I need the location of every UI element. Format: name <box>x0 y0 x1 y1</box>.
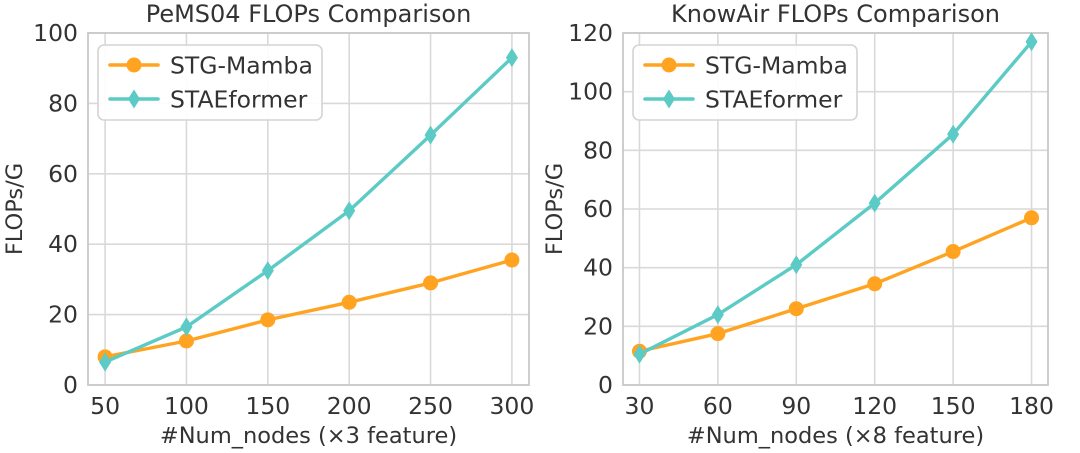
data-point-stg-mamba <box>1024 210 1040 226</box>
y-tick-label: 40 <box>48 230 78 258</box>
data-point-staeformer <box>180 317 193 337</box>
chart-title: KnowAir FLOPs Comparison <box>671 0 1000 28</box>
y-tick-label: 20 <box>48 301 78 329</box>
y-tick-label: 60 <box>583 195 613 223</box>
data-point-stg-mamba <box>423 275 439 291</box>
y-tick-label: 100 <box>568 78 613 106</box>
pems04-flops-chart: 50 100 150 200 250 300 0 20 40 60 80 100 PeMS04 FLOP… <box>2 0 534 449</box>
x-tick-label: 50 <box>90 392 120 420</box>
plot-border <box>622 32 1049 386</box>
data-point-staeformer <box>424 125 437 145</box>
data-point-staeformer <box>1025 32 1038 52</box>
x-tick-label: 90 <box>781 392 811 420</box>
x-tick-label: 300 <box>489 392 534 420</box>
data-point-stg-mamba <box>341 294 357 310</box>
series-line-staeformer <box>103 55 514 364</box>
data-point-staeformer <box>868 193 881 213</box>
chart-title: PeMS04 FLOPs Comparison <box>146 0 472 28</box>
legend-label-stg-mamba: STG-Mamba <box>705 52 848 80</box>
data-point-staeformer <box>711 305 724 325</box>
legend: STG-Mamba STAEformer <box>97 44 323 121</box>
data-point-staeformer <box>947 124 960 144</box>
legend-label-stg-mamba: STG-Mamba <box>170 52 313 80</box>
x-tick-label: 120 <box>852 392 897 420</box>
data-point-staeformer <box>790 255 803 275</box>
series-line-stg-mamba <box>637 216 1034 353</box>
data-point-staeformer <box>633 344 646 364</box>
x-tick-label: 30 <box>625 392 655 420</box>
legend-label-staeformer: STAEformer <box>170 86 308 114</box>
y-tick-label: 80 <box>48 89 78 117</box>
data-point-stg-mamba <box>260 312 276 328</box>
x-axis-label: #Num_nodes (×3 feature) <box>160 423 457 449</box>
x-tick-label: 150 <box>245 392 290 420</box>
y-tick-label: 120 <box>568 19 613 47</box>
data-point-stg-mamba <box>710 326 726 342</box>
y-tick-label: 40 <box>583 254 613 282</box>
data-point-staeformer <box>261 261 274 281</box>
y-axis-label: FLOPs/G <box>2 163 28 255</box>
data-point-stg-mamba <box>945 244 961 260</box>
data-point-staeformer <box>343 201 356 221</box>
y-tick-label: 100 <box>33 19 78 47</box>
x-tick-label: 100 <box>164 392 209 420</box>
legend-marker-stg-mamba <box>661 57 677 73</box>
y-axis-label: FLOPs/G <box>542 163 568 255</box>
legend: STG-Mamba STAEformer <box>632 44 858 121</box>
x-axis-label: #Num_nodes (×8 feature) <box>687 423 984 449</box>
knowair-flops-chart: 30 60 90 120 150 180 0 20 40 60 80 100 120 KnowAir FL… <box>540 0 1080 453</box>
knowair-flops-chart-svg: 30 60 90 120 150 180 0 20 40 60 80 100 120 KnowAir FL… <box>542 0 1054 449</box>
legend-marker-staeformer <box>128 89 140 109</box>
legend-marker-staeformer <box>663 89 675 109</box>
x-tick-label: 200 <box>327 392 372 420</box>
x-tick-label: 150 <box>931 392 976 420</box>
x-tick-label: 60 <box>703 392 733 420</box>
data-point-staeformer <box>99 352 112 372</box>
data-point-stg-mamba <box>788 301 804 317</box>
y-tick-label: 60 <box>48 160 78 188</box>
pems04-flops-chart-svg: 50 100 150 200 250 300 0 20 40 60 80 100 PeMS04 FLOP… <box>2 0 534 449</box>
data-point-stg-mamba <box>504 252 520 268</box>
data-point-stg-mamba <box>178 333 194 349</box>
series-line-stg-mamba <box>103 258 514 359</box>
y-tick-label: 0 <box>63 371 78 399</box>
plot-border <box>87 32 530 386</box>
legend-label-staeformer: STAEformer <box>705 86 843 114</box>
y-tick-label: 0 <box>598 371 613 399</box>
x-tick-label: 250 <box>408 392 453 420</box>
data-point-staeformer <box>505 48 518 68</box>
legend-marker-stg-mamba <box>126 57 142 73</box>
series-line-staeformer <box>637 40 1034 356</box>
x-tick-label: 180 <box>1009 392 1054 420</box>
data-point-stg-mamba <box>867 276 883 292</box>
y-tick-label: 80 <box>583 136 613 164</box>
y-tick-label: 20 <box>583 312 613 340</box>
